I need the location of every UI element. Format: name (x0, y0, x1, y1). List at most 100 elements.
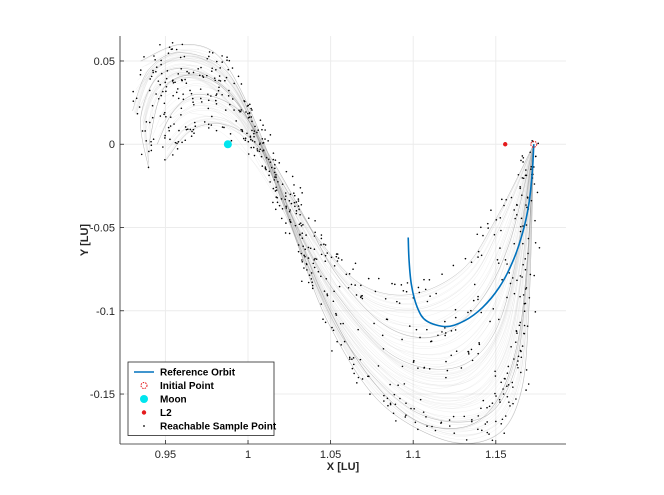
sample-point (181, 79, 183, 82)
fan-trajectory (140, 66, 535, 375)
sample-point (163, 102, 166, 105)
fan-trajectory (133, 54, 535, 423)
sample-point (374, 290, 377, 293)
sample-point (361, 294, 363, 297)
sample-point (534, 311, 537, 313)
sample-point (149, 78, 151, 80)
x-tick-label: 1.05 (320, 449, 341, 461)
sample-point (193, 103, 195, 106)
sample-point (341, 259, 343, 261)
sample-point (199, 88, 202, 90)
sample-point (132, 100, 135, 102)
fan-trajectory (148, 74, 535, 429)
sample-point (191, 130, 193, 133)
sample-point (385, 318, 388, 321)
sample-point (275, 189, 278, 191)
sample-point (230, 139, 233, 142)
sample-point (199, 74, 201, 77)
sample-point (500, 381, 502, 384)
sample-point (215, 69, 217, 71)
fan-trajectory (140, 56, 535, 409)
sample-point (480, 311, 483, 314)
sample-point (148, 121, 151, 124)
fan-trajectory (180, 125, 535, 340)
sample-point (227, 68, 230, 71)
legend-symbol-moon (140, 395, 148, 403)
fan-trajectory (146, 77, 535, 373)
sample-point (165, 77, 168, 80)
sample-point (326, 293, 328, 295)
sample-point (256, 131, 258, 134)
fan-trajectory (137, 50, 535, 436)
fan-trajectory (133, 54, 535, 418)
fan-trajectory (144, 73, 535, 377)
sample-point (261, 128, 263, 131)
sample-point (250, 146, 253, 149)
sample-point (322, 318, 324, 320)
sample-point (513, 358, 515, 360)
sample-point (207, 107, 210, 110)
sample-point (526, 196, 529, 198)
sample-point (401, 338, 403, 341)
sample-point (506, 372, 509, 374)
sample-point (256, 149, 259, 152)
sample-point (519, 295, 521, 298)
sample-point (262, 149, 265, 151)
sample-point (514, 341, 517, 343)
sample-point (207, 93, 209, 96)
sample-point (292, 192, 295, 194)
sample-point (161, 90, 164, 93)
sample-point (314, 219, 316, 222)
sample-point (201, 75, 204, 77)
sample-point (298, 223, 301, 226)
sample-point (477, 428, 479, 431)
fan-trajectory (165, 123, 535, 296)
sample-point (150, 149, 153, 152)
fan-trajectory (166, 121, 535, 311)
sample-point (450, 330, 453, 332)
x-tick-label: 0.95 (155, 449, 176, 461)
sample-point (530, 165, 533, 168)
fan-trajectory (133, 52, 535, 426)
sample-point (324, 244, 327, 246)
sample-point (307, 217, 310, 219)
sample-point (339, 322, 342, 325)
sample-point (301, 237, 304, 240)
sample-point (333, 290, 335, 293)
sample-point (169, 138, 171, 141)
sample-point (520, 159, 522, 162)
sample-point (336, 253, 339, 255)
sample-point (471, 420, 473, 423)
sample-point (320, 275, 322, 278)
sample-point (276, 196, 279, 199)
sample-point (499, 247, 501, 249)
sample-point (301, 280, 303, 283)
sample-point (152, 138, 155, 141)
sample-point (211, 115, 213, 118)
sample-point (150, 144, 153, 147)
sample-point (280, 198, 283, 200)
sample-point (155, 66, 158, 68)
fan-trajectory (148, 77, 535, 394)
sample-point (290, 202, 293, 205)
sample-point (180, 114, 182, 116)
sample-point (308, 274, 311, 277)
sample-point (237, 75, 240, 78)
sample-point (251, 139, 254, 142)
sample-point (435, 292, 437, 295)
sample-point (396, 300, 398, 303)
sample-point (517, 366, 519, 369)
fan-trajectory (145, 50, 535, 440)
sample-point (525, 287, 528, 289)
sample-point (414, 421, 417, 424)
sample-point (175, 91, 178, 94)
sample-point (509, 282, 512, 285)
fan-trajectory (163, 73, 535, 430)
fan-trajectory (135, 58, 535, 402)
sample-point (480, 407, 482, 410)
fan-trajectory (141, 48, 535, 436)
x-tick-label: 1 (245, 449, 251, 461)
fan-trajectory (161, 107, 535, 327)
sample-point (157, 80, 160, 82)
fan-trajectory (167, 120, 535, 314)
